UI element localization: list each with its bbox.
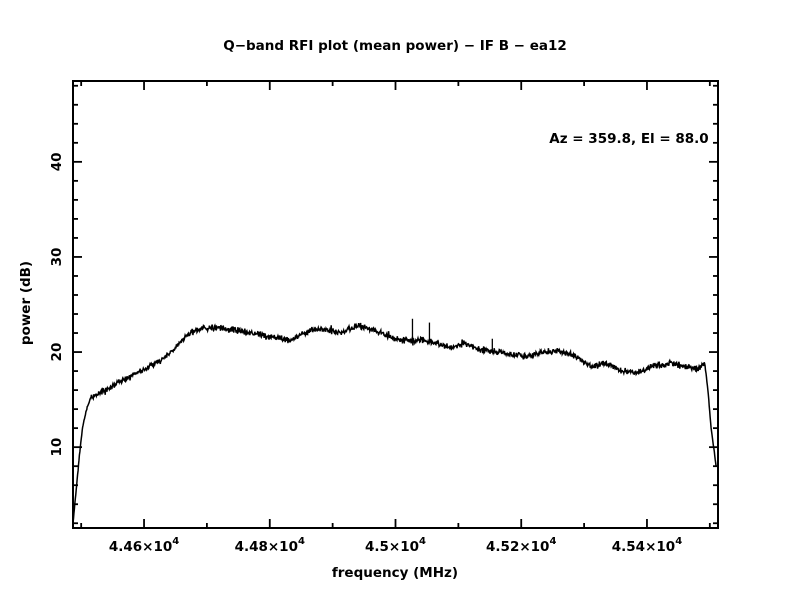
y-tick-label: 40 [49,152,65,171]
x-tick-label: 4.52×104 [486,536,556,555]
plot-frame [72,80,719,529]
y-tick-label: 10 [49,438,65,457]
y-axis-label: power (dB) [18,261,34,345]
pointing-annotation: Az = 359.8, El = 88.0 [549,131,708,147]
axis-ticks [73,81,718,528]
y-tick-label: 30 [49,248,65,267]
chart-title: Q−band RFI plot (mean power) − IF B − ea… [223,38,567,54]
x-tick-label: 4.48×104 [235,536,305,555]
y-tick-label: 20 [49,343,65,362]
axis-tick-labels: 4.46×104 4.48×104 4.5×104 4.52×104 4.54×104 1… [49,152,682,555]
spectrum-line [72,322,717,524]
x-axis-label: frequency (MHz) [332,565,458,581]
spectrum-trace [72,318,717,524]
x-tick-label: 4.5×104 [365,536,426,555]
x-tick-label: 4.54×104 [612,536,682,555]
x-tick-label: 4.46×104 [109,536,179,555]
